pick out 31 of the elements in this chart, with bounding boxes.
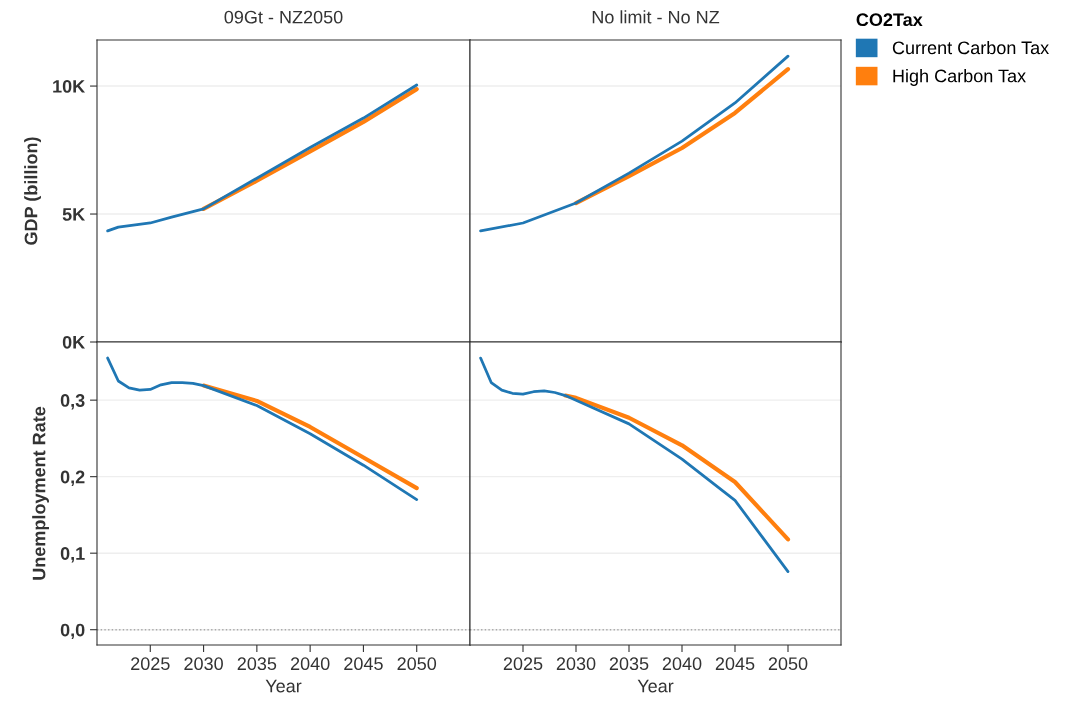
x-tick-label: 2050 [397, 657, 437, 671]
y-tick-label: 10K [53, 80, 86, 93]
line-series [106, 83, 419, 233]
y-axis-title: GDP (billion) [24, 137, 41, 245]
x-tick-label: 2025 [131, 657, 170, 671]
x-tick-label: 2050 [768, 657, 808, 671]
x-tick-label: 2045 [344, 657, 383, 671]
y-tick-label: 5K [62, 208, 86, 221]
x-tick-label: 2045 [715, 657, 755, 671]
line-series [201, 383, 419, 491]
y-tick-label: 0,0 [60, 623, 85, 640]
chart-title: 09Gt - NZ2050 [224, 10, 343, 24]
y-tick-label: 0,3 [60, 394, 85, 410]
x-tick-label: 2035 [237, 657, 277, 671]
x-axis-title: Year [637, 679, 674, 693]
x-tick-label: 2035 [609, 657, 649, 671]
y-tick-label: 0K [62, 335, 86, 349]
x-tick-label: 2030 [184, 657, 223, 671]
legend-title: CO2Tax [856, 13, 923, 27]
y-tick-label: 0,1 [60, 547, 85, 563]
y-tick-label: 0,2 [60, 470, 85, 486]
line-series [106, 356, 419, 502]
chart-title: No limit - No NZ [592, 10, 720, 24]
x-tick-label: 2040 [290, 657, 330, 671]
x-tick-label: 2030 [556, 657, 596, 671]
x-tick-label: 2040 [662, 657, 702, 671]
legend-label: Current Carbon Tax [892, 40, 1049, 55]
x-axis-title: Year [265, 679, 302, 693]
y-axis-title: Unemployment Rate [32, 406, 49, 580]
legend-label: High Carbon Tax [893, 69, 1026, 86]
x-tick-label: 2025 [503, 657, 543, 671]
